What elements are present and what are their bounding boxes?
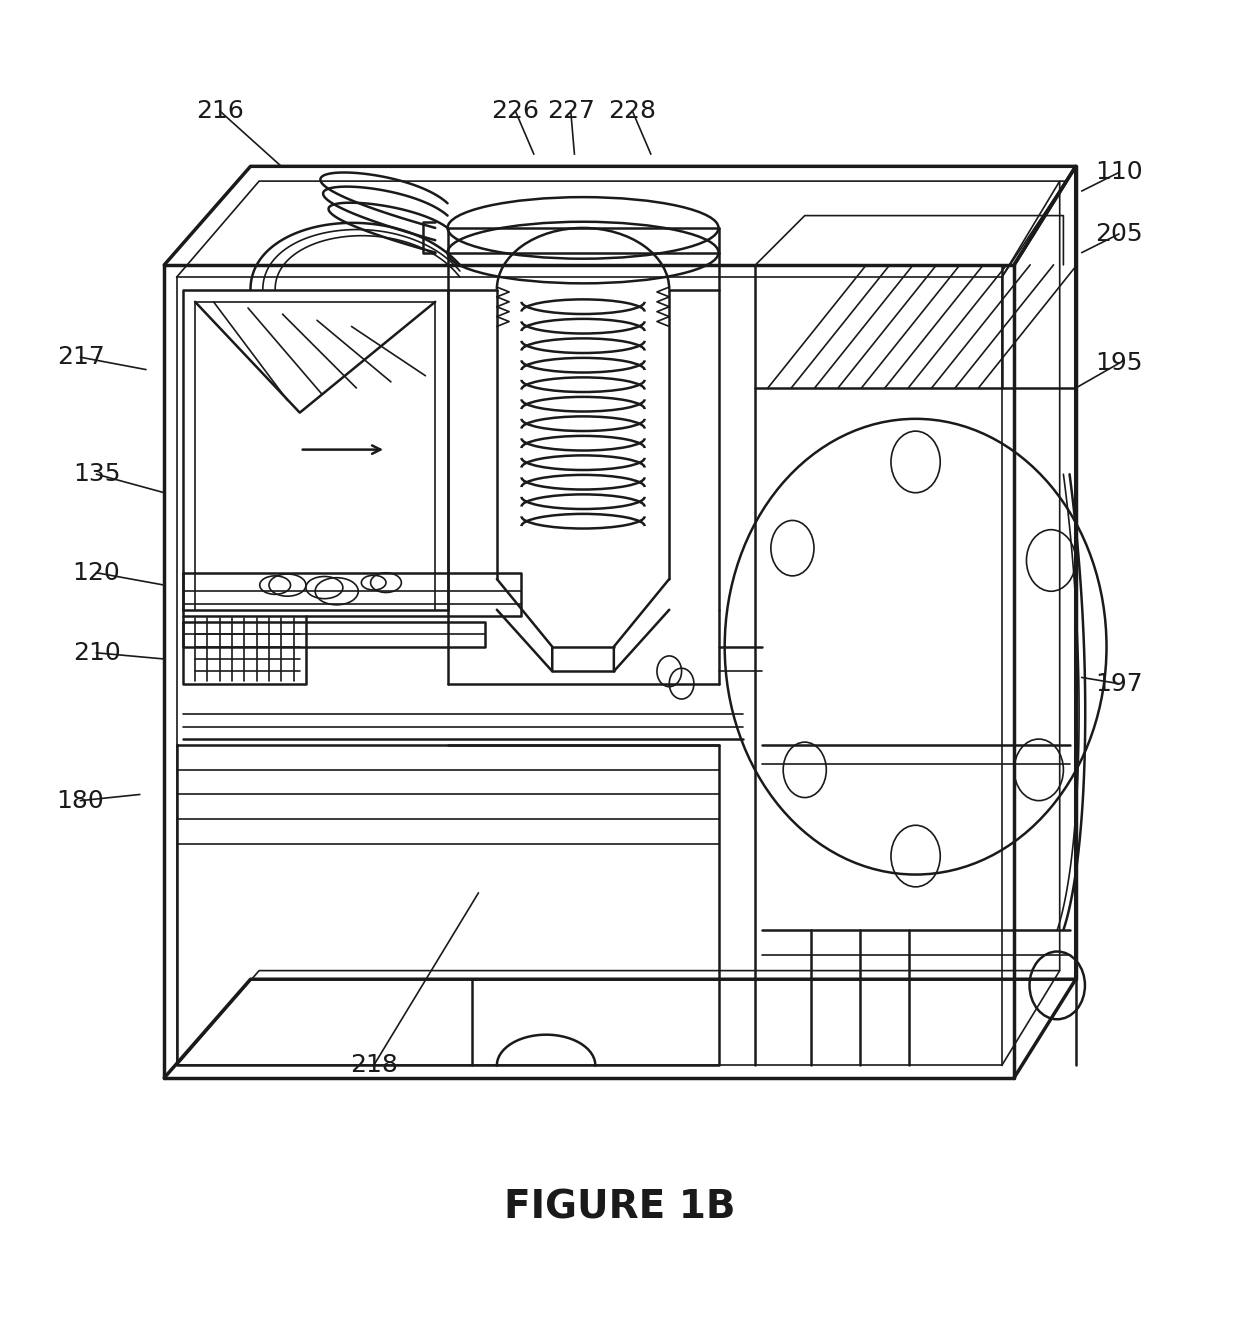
- Text: 226: 226: [491, 99, 539, 123]
- Text: 110: 110: [1095, 161, 1142, 185]
- Text: 227: 227: [547, 99, 595, 123]
- Text: 217: 217: [57, 345, 104, 369]
- Text: 210: 210: [73, 641, 120, 664]
- Text: 195: 195: [1095, 352, 1142, 376]
- Text: 135: 135: [73, 463, 120, 486]
- Text: 197: 197: [1095, 672, 1142, 696]
- Text: 205: 205: [1095, 221, 1142, 246]
- Text: 218: 218: [350, 1053, 398, 1077]
- Text: 228: 228: [609, 99, 656, 123]
- Text: 216: 216: [196, 99, 243, 123]
- Text: FIGURE 1B: FIGURE 1B: [505, 1188, 735, 1226]
- Text: 180: 180: [57, 788, 104, 813]
- Text: 120: 120: [73, 560, 120, 585]
